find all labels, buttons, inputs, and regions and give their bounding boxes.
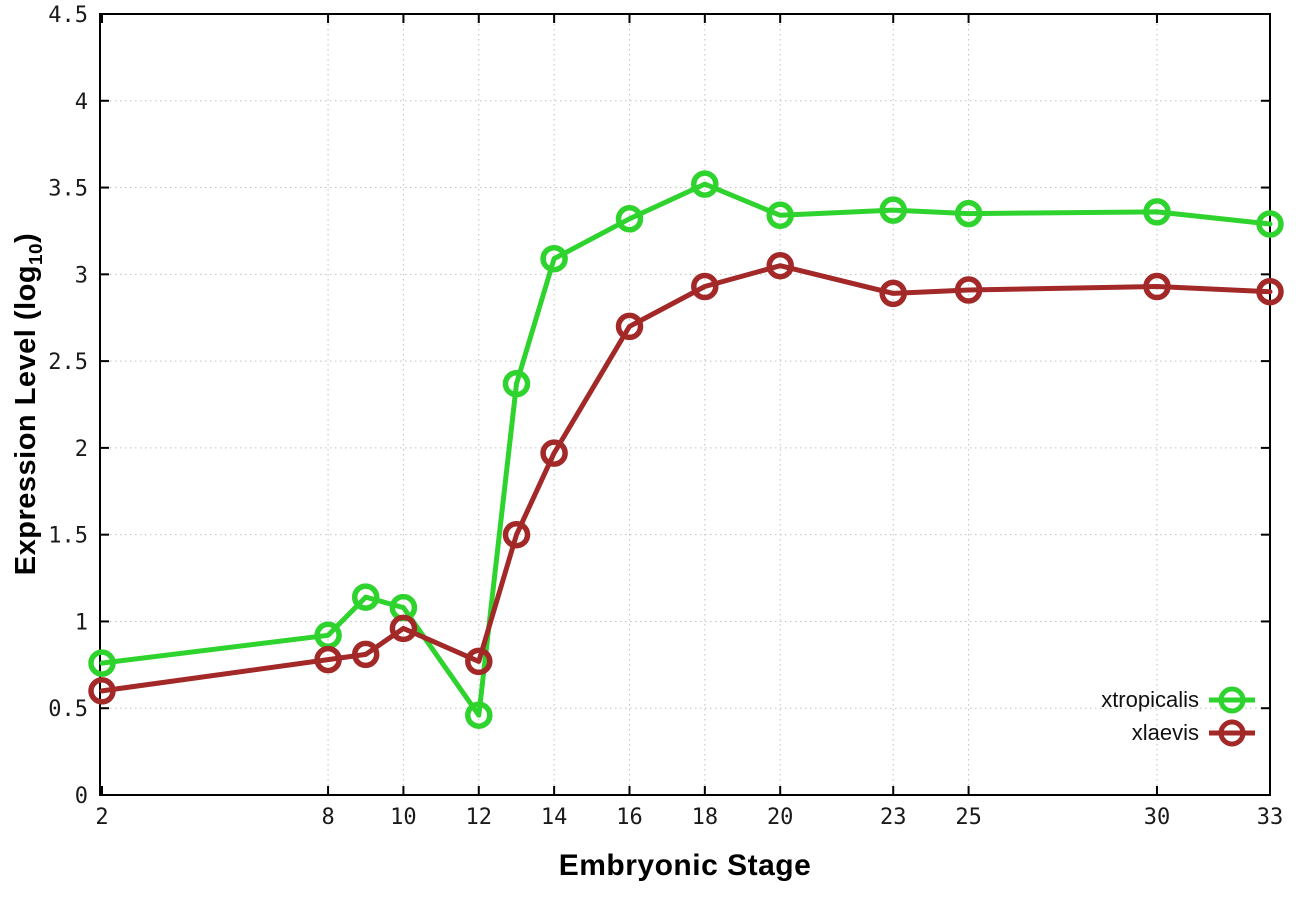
svg-text:8: 8	[321, 805, 334, 830]
svg-text:2: 2	[95, 805, 108, 830]
svg-text:23: 23	[880, 805, 907, 830]
svg-text:20: 20	[767, 805, 794, 830]
svg-text:30: 30	[1144, 805, 1171, 830]
y-axis-title-subscript: 10	[24, 242, 46, 265]
svg-text:14: 14	[541, 805, 568, 830]
svg-text:3.5: 3.5	[48, 177, 88, 202]
svg-text:2: 2	[75, 437, 88, 462]
legend-item-xtropicalis: xtropicalis	[1101, 685, 1256, 715]
svg-text:33: 33	[1257, 805, 1284, 830]
line-circle-marker-icon	[1209, 686, 1255, 714]
svg-text:0: 0	[75, 784, 88, 809]
svg-text:2.5: 2.5	[48, 350, 88, 375]
svg-text:18: 18	[692, 805, 719, 830]
svg-text:4.5: 4.5	[48, 3, 88, 28]
line-circle-marker-icon	[1209, 719, 1255, 747]
y-axis-title: Expression Level (log10)	[10, 94, 50, 714]
svg-text:0.5: 0.5	[48, 697, 88, 722]
svg-text:1.5: 1.5	[48, 524, 88, 549]
svg-text:4: 4	[75, 90, 88, 115]
legend-label-xlaevis: xlaevis	[1131, 720, 1199, 745]
svg-text:12: 12	[466, 805, 493, 830]
svg-text:25: 25	[955, 805, 982, 830]
legend-item-xlaevis: xlaevis	[1132, 718, 1256, 748]
svg-text:3: 3	[75, 263, 88, 288]
y-axis-title-text: Expression Level (log	[10, 264, 42, 576]
legend-label-xtropicalis: xtropicalis	[1101, 687, 1199, 712]
legend: xtropicalis xlaevis	[1101, 685, 1256, 748]
x-axis-title: Embryonic Stage	[558, 849, 812, 882]
svg-text:10: 10	[390, 805, 417, 830]
svg-text:1: 1	[75, 610, 88, 635]
svg-text:16: 16	[616, 805, 643, 830]
y-axis-title-close: )	[10, 232, 42, 243]
